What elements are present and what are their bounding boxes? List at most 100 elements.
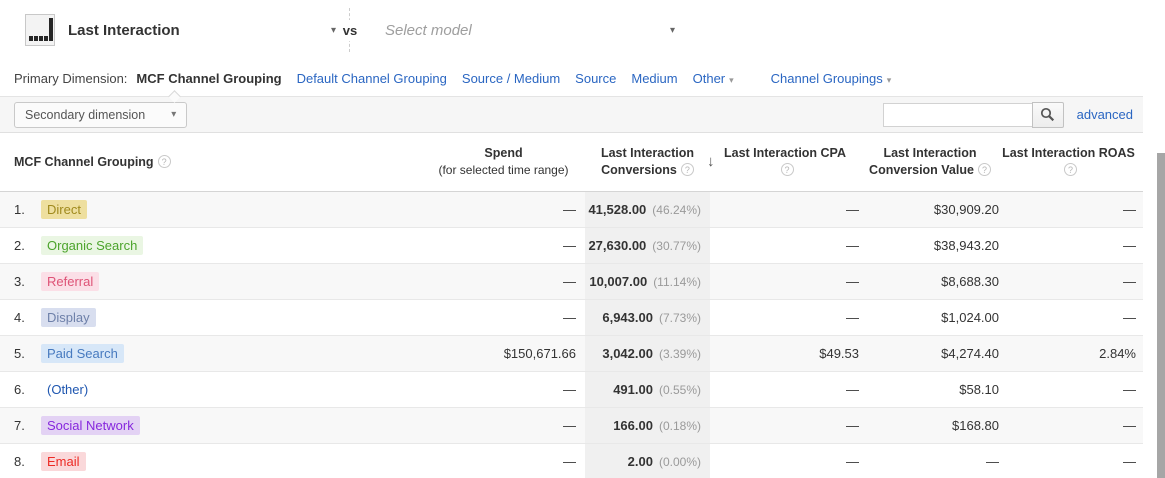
select-model-dropdown[interactable]: Select model ▾ <box>385 22 675 39</box>
channel-label[interactable]: Paid Search <box>41 344 124 363</box>
channel-label[interactable]: Display <box>41 308 96 327</box>
header-mcf-channel-grouping[interactable]: MCF Channel Grouping? <box>0 154 430 171</box>
conversions-cell: 3,042.00 (3.39%) <box>585 336 710 371</box>
channel-label[interactable]: Email <box>41 452 86 471</box>
channel-label[interactable]: Direct <box>41 200 87 219</box>
roas-value: 2.84% <box>1000 336 1137 371</box>
advanced-search-link[interactable]: advanced <box>1077 107 1133 122</box>
header-last-interaction-roas[interactable]: Last Interaction ROAS? <box>1000 145 1137 179</box>
cpa-value: — <box>710 408 860 443</box>
roas-value: — <box>1000 264 1137 299</box>
conversions-percent: (11.14%) <box>653 275 701 289</box>
dimension-source[interactable]: Source <box>575 71 616 86</box>
conversions-cell: 10,007.00 (11.14%) <box>585 264 710 299</box>
conversion-value: $1,024.00 <box>860 300 1000 335</box>
spend-value: — <box>430 372 577 407</box>
spend-value: — <box>430 408 577 443</box>
row-rank: 2. <box>14 238 41 253</box>
cpa-value: — <box>710 264 860 299</box>
conversions-value: 166.00 <box>613 418 653 433</box>
conversions-percent: (46.24%) <box>652 203 701 217</box>
search-area: advanced <box>883 102 1133 128</box>
row-rank: 5. <box>14 346 41 361</box>
conversions-value: 41,528.00 <box>588 202 646 217</box>
model-dropdown[interactable]: Last Interaction ▾ <box>68 22 336 39</box>
conversions-cell: 491.00(0.55%) <box>585 372 710 407</box>
conversions-percent: (0.55%) <box>659 383 701 397</box>
header-spend[interactable]: Spend(for selected time range) <box>430 145 577 179</box>
channel-label[interactable]: Referral <box>41 272 99 291</box>
secondary-dimension-button[interactable]: Secondary dimension ▾ <box>14 102 187 128</box>
spend-value: $150,671.66 <box>430 336 577 371</box>
header-last-interaction-conversions[interactable]: Last InteractionConversions? <box>585 145 710 179</box>
help-icon[interactable]: ? <box>978 163 991 176</box>
table-toolbar: Secondary dimension ▾ advanced <box>0 96 1143 133</box>
channel-label[interactable]: Social Network <box>41 416 140 435</box>
header-last-interaction-conversion-value[interactable]: Last InteractionConversion Value? <box>860 145 1000 179</box>
roas-value: — <box>1000 372 1137 407</box>
row-rank: 8. <box>14 454 41 469</box>
conversions-value: 3,042.00 <box>602 346 653 361</box>
help-icon[interactable]: ? <box>781 163 794 176</box>
cpa-value: — <box>710 300 860 335</box>
vs-divider: vs <box>338 0 362 60</box>
search-icon <box>1040 107 1055 122</box>
conversions-cell: 41,528.00 (46.24%) <box>585 192 710 227</box>
conversion-value: $4,274.40 <box>860 336 1000 371</box>
spend-value: — <box>430 228 577 263</box>
chevron-down-icon: ▾ <box>729 75 734 85</box>
conversions-percent: (3.39%) <box>659 347 701 361</box>
spend-value: — <box>430 192 577 227</box>
channel-label[interactable]: (Other) <box>41 380 94 399</box>
row-rank: 1. <box>14 202 41 217</box>
cpa-value: — <box>710 372 860 407</box>
dimension-medium[interactable]: Medium <box>631 71 677 86</box>
table-row: 5.Paid Search $150,671.66 3,042.00 (3.39%… <box>0 336 1143 372</box>
conversions-cell: 2.00 (0.00%) <box>585 444 710 478</box>
cpa-value: — <box>710 228 860 263</box>
row-rank: 7. <box>14 418 41 433</box>
roas-value: — <box>1000 408 1137 443</box>
roas-value: — <box>1000 228 1137 263</box>
dimension-other-dropdown[interactable]: Other▾ <box>693 71 734 86</box>
chevron-down-icon[interactable]: ▾ <box>670 25 675 36</box>
dimension-mcf-channel-grouping[interactable]: MCF Channel Grouping <box>136 71 281 86</box>
row-rank: 3. <box>14 274 41 289</box>
channel-groupings-dropdown[interactable]: Channel Groupings▾ <box>771 71 892 86</box>
row-rank: 6. <box>14 382 41 397</box>
conversions-percent: (7.73%) <box>659 311 701 325</box>
dimension-source-medium[interactable]: Source / Medium <box>462 71 560 86</box>
help-icon[interactable]: ? <box>1064 163 1077 176</box>
conversions-cell: 166.00 (0.18%) <box>585 408 710 443</box>
conversions-value: 6,943.00 <box>602 310 653 325</box>
conversions-value: 27,630.00 <box>588 238 646 253</box>
vertical-scrollbar[interactable] <box>1156 100 1165 478</box>
conversions-percent: (0.00%) <box>659 455 701 469</box>
conversion-value: $168.80 <box>860 408 1000 443</box>
help-icon[interactable]: ? <box>681 163 694 176</box>
chevron-down-icon: ▾ <box>887 75 892 85</box>
search-button[interactable] <box>1032 102 1064 128</box>
dimension-default-channel-grouping[interactable]: Default Channel Grouping <box>297 71 447 86</box>
table-row: 7.Social Network — 166.00 (0.18%) — $168.… <box>0 408 1143 444</box>
scrollbar-thumb[interactable] <box>1157 153 1165 478</box>
cpa-value: — <box>710 192 860 227</box>
conversion-value: $38,943.20 <box>860 228 1000 263</box>
mcf-attribution-table: MCF Channel Grouping? Spend(for selected… <box>0 133 1143 478</box>
sort-descending-icon[interactable]: ↓ <box>707 153 715 170</box>
primary-dimension-label: Primary Dimension: <box>14 71 127 86</box>
conversions-value: 2.00 <box>628 454 653 469</box>
chevron-down-icon: ▾ <box>171 109 176 120</box>
channel-label[interactable]: Organic Search <box>41 236 143 255</box>
chevron-down-icon[interactable]: ▾ <box>331 25 336 36</box>
model-selector-bar: Last Interaction ▾ vs Select model ▾ <box>0 0 1165 60</box>
conversions-value: 10,007.00 <box>589 274 647 289</box>
conversions-cell: 27,630.00(30.77%) <box>585 228 710 263</box>
table-row: 8.Email — 2.00(0.00%) — — — <box>0 444 1143 478</box>
row-rank: 4. <box>14 310 41 325</box>
search-input[interactable] <box>883 103 1033 127</box>
help-icon[interactable]: ? <box>158 155 171 168</box>
conversions-percent: (0.18%) <box>659 419 701 433</box>
header-last-interaction-cpa[interactable]: Last Interaction CPA? <box>710 145 860 179</box>
table-row: 3.Referral — 10,007.00(11.14%) — $8,688.… <box>0 264 1143 300</box>
